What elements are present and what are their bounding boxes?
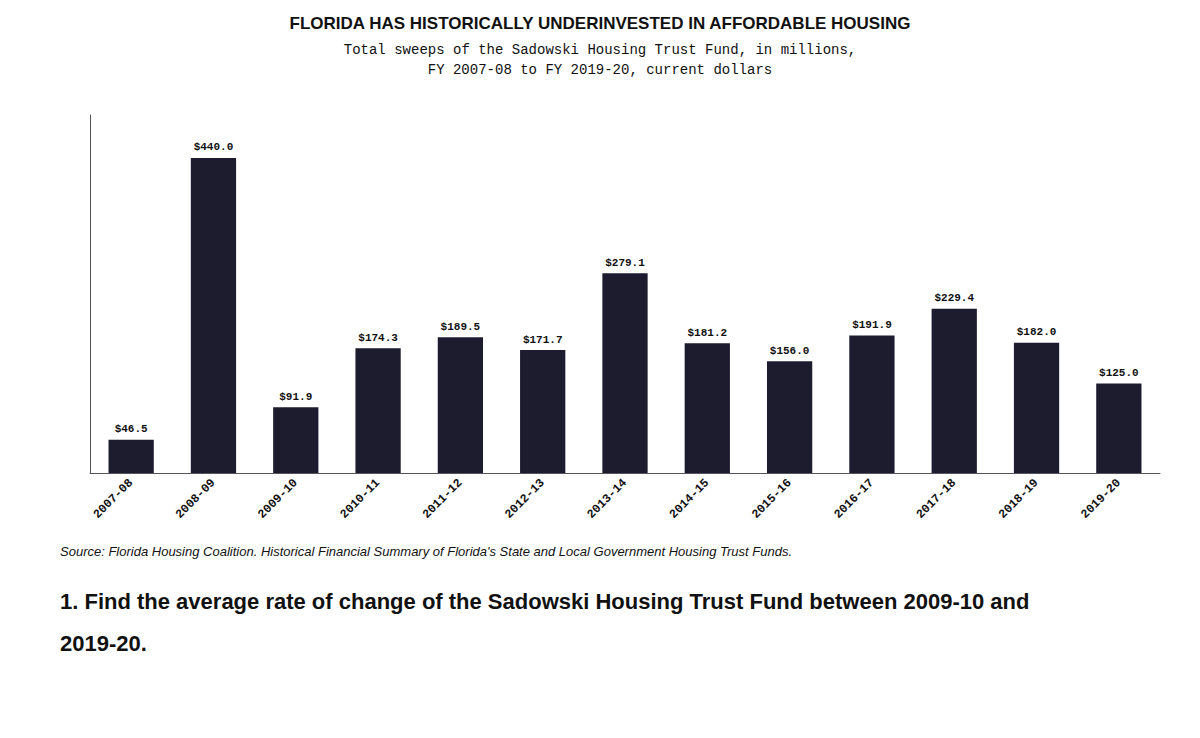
- svg-text:$229.4: $229.4: [934, 292, 974, 304]
- svg-text:$171.7: $171.7: [523, 334, 563, 346]
- svg-text:2017-18: 2017-18: [914, 476, 959, 521]
- svg-text:$279.1: $279.1: [605, 257, 645, 269]
- svg-text:2009-10: 2009-10: [255, 476, 300, 521]
- svg-text:Total sweeps of the Sadowski H: Total sweeps of the Sadowski Housing Tru…: [344, 42, 856, 58]
- svg-text:2008-09: 2008-09: [173, 476, 218, 521]
- svg-text:FLORIDA HAS HISTORICALLY UNDER: FLORIDA HAS HISTORICALLY UNDERINVESTED I…: [290, 14, 911, 33]
- svg-text:$440.0: $440.0: [194, 141, 234, 153]
- svg-text:2016-17: 2016-17: [831, 476, 876, 521]
- svg-text:2010-11: 2010-11: [338, 476, 383, 521]
- svg-text:$174.3: $174.3: [358, 332, 398, 344]
- svg-text:2012-13: 2012-13: [502, 476, 547, 521]
- svg-text:$125.0: $125.0: [1099, 367, 1139, 379]
- svg-text:$189.5: $189.5: [441, 321, 481, 333]
- svg-text:2019-20.: 2019-20.: [60, 631, 147, 656]
- svg-text:2007-08: 2007-08: [91, 476, 136, 521]
- svg-text:$181.2: $181.2: [688, 327, 728, 339]
- svg-text:$91.9: $91.9: [279, 391, 312, 403]
- svg-text:2014-15: 2014-15: [667, 476, 712, 521]
- svg-text:2019-20: 2019-20: [1078, 476, 1123, 521]
- svg-text:2011-12: 2011-12: [420, 476, 465, 521]
- svg-text:2015-16: 2015-16: [749, 476, 794, 521]
- svg-text:FY 2007-08 to FY 2019-20, curr: FY 2007-08 to FY 2019-20, current dollar…: [428, 62, 772, 78]
- svg-text:1. Find the average rate of ch: 1. Find the average rate of change of th…: [60, 589, 1029, 614]
- svg-text:2013-14: 2013-14: [584, 476, 629, 521]
- svg-text:$46.5: $46.5: [115, 423, 148, 435]
- svg-text:$182.0: $182.0: [1017, 326, 1057, 338]
- svg-text:2018-19: 2018-19: [996, 476, 1041, 521]
- svg-text:$191.9: $191.9: [852, 319, 892, 331]
- svg-text:$156.0: $156.0: [770, 345, 810, 357]
- svg-text:Source: Florida Housing Coalit: Source: Florida Housing Coalition. Histo…: [60, 544, 792, 559]
